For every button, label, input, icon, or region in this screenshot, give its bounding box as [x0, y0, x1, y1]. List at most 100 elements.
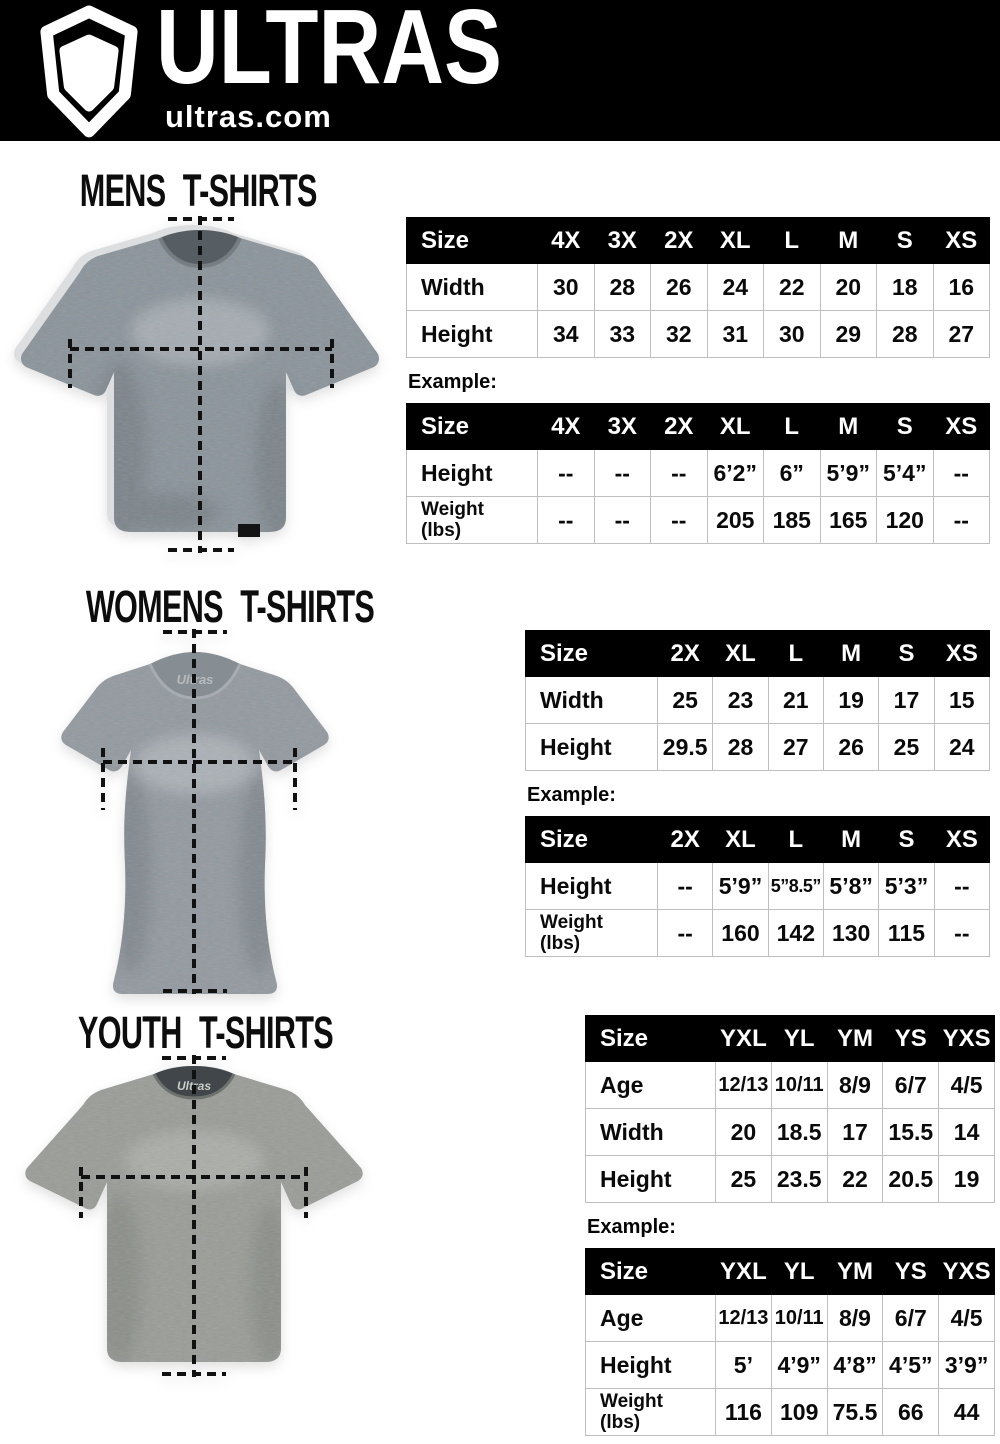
- cell-value: 120: [876, 496, 934, 544]
- size-column-header: YXL: [715, 1248, 772, 1295]
- row-label: Weight (lbs): [525, 909, 658, 957]
- size-column-header: 4X: [537, 217, 595, 264]
- cell-value: 24: [706, 263, 764, 311]
- size-column-header: S: [876, 403, 934, 450]
- cell-value: 20: [819, 263, 877, 311]
- row-label: Height: [585, 1155, 716, 1203]
- youth-tables: Size YXL YL YM YS YXS Age 12/13 10/11 8/9 6/7 4/5 Wi…: [585, 1015, 995, 1436]
- cell-value: 27: [932, 310, 990, 358]
- womens-example-table: Size 2X XL L M S XS Height -- 5’9” 5”8.5” 5’8” 5’3” -…: [525, 816, 991, 957]
- cell-value: 25: [878, 723, 935, 771]
- row-label: Height: [406, 449, 538, 497]
- row-label: Age: [585, 1061, 716, 1109]
- cell-value: 15: [933, 676, 991, 724]
- cell-value: 160: [712, 909, 769, 957]
- cell-value: 17: [826, 1108, 884, 1156]
- size-column-header: XS: [932, 403, 990, 450]
- row-label: Height: [525, 723, 658, 771]
- mens-size-table: Size 4X 3X 2X XL L M S XS Width 30 28 26 24 22 20 18 16 He…: [406, 217, 990, 358]
- cell-value: 130: [822, 909, 880, 957]
- cell-value: 4’8”: [826, 1341, 884, 1389]
- cell-value: 25: [656, 676, 714, 724]
- cell-value: 4/5: [938, 1294, 995, 1342]
- cell-value: 165: [819, 496, 877, 544]
- cell-value: 66: [882, 1388, 940, 1436]
- size-column-header: 3X: [593, 403, 651, 450]
- cell-value: 5’: [715, 1341, 772, 1389]
- youth-section-title: YOUTH T-SHIRTS: [78, 1007, 334, 1058]
- cell-value: 5’9”: [819, 449, 877, 497]
- size-column-header: XL: [712, 630, 769, 677]
- cell-value: --: [650, 496, 708, 544]
- size-column-header: XL: [712, 816, 769, 863]
- cell-value: --: [593, 496, 651, 544]
- size-column-header: YM: [826, 1015, 884, 1062]
- row-label: Width: [525, 676, 658, 724]
- size-column-header: XL: [706, 403, 764, 450]
- cell-value: 27: [767, 723, 824, 771]
- cell-value: 15.5: [882, 1108, 940, 1156]
- size-column-header: YS: [882, 1248, 940, 1295]
- size-column-header: YL: [770, 1248, 828, 1295]
- cell-value: 30: [537, 263, 595, 311]
- cell-value: 6’2”: [706, 449, 764, 497]
- size-column-header: XS: [933, 816, 991, 863]
- cell-value: 14: [938, 1108, 995, 1156]
- size-column-header: M: [822, 816, 880, 863]
- cell-value: 33: [593, 310, 651, 358]
- cell-value: 12/13: [715, 1294, 772, 1342]
- cell-value: 5’8”: [822, 862, 880, 910]
- size-column-header: XS: [933, 630, 991, 677]
- cell-value: 31: [706, 310, 764, 358]
- cell-value: 75.5: [826, 1388, 884, 1436]
- row-label: Width: [585, 1108, 716, 1156]
- size-column-header: 4X: [537, 403, 595, 450]
- cell-value: 25: [715, 1155, 772, 1203]
- cell-value: 34: [537, 310, 595, 358]
- size-column-header: S: [878, 630, 935, 677]
- cell-value: --: [537, 449, 595, 497]
- size-column-header: S: [878, 816, 935, 863]
- womens-size-table: Size 2X XL L M S XS Width 25 23 21 19 17 15 Height 29.5…: [525, 630, 991, 771]
- cell-value: 10/11: [770, 1061, 828, 1109]
- row-label: Height: [406, 310, 538, 358]
- cell-value: --: [933, 909, 991, 957]
- site-url: ultras.com: [165, 99, 332, 134]
- cell-value: 22: [826, 1155, 884, 1203]
- cell-value: 10/11: [770, 1294, 828, 1342]
- size-label-header: Size: [406, 403, 538, 450]
- youth-size-table: Size YXL YL YM YS YXS Age 12/13 10/11 8/9 6/7 4/5 Wi…: [585, 1015, 995, 1203]
- cell-value: 5’9”: [712, 862, 769, 910]
- size-column-header: YXL: [715, 1015, 772, 1062]
- size-column-header: L: [767, 816, 824, 863]
- cell-value: 205: [706, 496, 764, 544]
- size-column-header: S: [876, 217, 934, 264]
- cell-value: 5’3”: [878, 862, 935, 910]
- cell-value: 16: [932, 263, 990, 311]
- measurement-lines: [68, 216, 334, 553]
- cell-value: 28: [593, 263, 651, 311]
- cell-value: 30: [763, 310, 821, 358]
- size-column-header: 2X: [650, 403, 708, 450]
- row-label: Height: [585, 1341, 716, 1389]
- cell-value: 26: [822, 723, 880, 771]
- cell-value: 18: [876, 263, 934, 311]
- cell-value: 23.5: [770, 1155, 828, 1203]
- mens-section-title: MENS T-SHIRTS: [79, 165, 317, 216]
- cell-value: --: [656, 909, 714, 957]
- cell-value: 116: [715, 1388, 772, 1436]
- cell-value: 26: [650, 263, 708, 311]
- size-column-header: YXS: [938, 1248, 995, 1295]
- row-label: Weight (lbs): [406, 496, 538, 544]
- cell-value: 185: [763, 496, 821, 544]
- cell-value: 19: [822, 676, 880, 724]
- size-column-header: L: [767, 630, 824, 677]
- cell-value: --: [932, 449, 990, 497]
- size-label-header: Size: [525, 816, 658, 863]
- cell-value: 6/7: [882, 1294, 940, 1342]
- cell-value: 109: [770, 1388, 828, 1436]
- cell-value: 3’9”: [938, 1341, 995, 1389]
- cell-value: 29.5: [656, 723, 714, 771]
- youth-tshirt-figure: Ultras: [19, 1050, 369, 1387]
- cell-value: --: [933, 862, 991, 910]
